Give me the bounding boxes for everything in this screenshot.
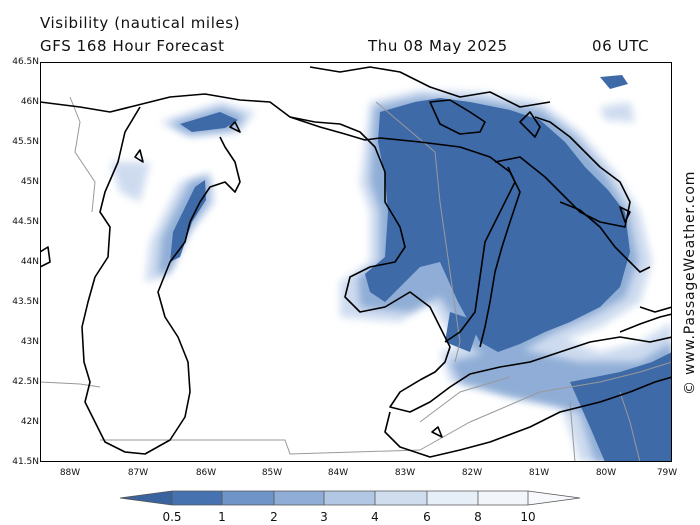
- lon-label: 81W: [528, 468, 550, 478]
- lon-label: 83W: [394, 468, 416, 478]
- lon-label: 86W: [195, 468, 217, 478]
- colorbar-segment: [427, 491, 478, 505]
- forecast-time: 06 UTC: [592, 37, 650, 55]
- lat-label: 45N: [20, 177, 39, 187]
- visibility-map: [40, 62, 672, 462]
- colorbar-label: 4: [371, 510, 379, 524]
- colorbar-cap-right: [528, 491, 580, 505]
- lon-label: 88W: [59, 468, 81, 478]
- colorbar-label: 1: [218, 510, 226, 524]
- lat-label: 41.5N: [12, 457, 39, 467]
- colorbar-segment: [172, 491, 222, 505]
- credit-text: © www.PassageWeather.com: [682, 170, 698, 395]
- colorbar-segment: [222, 491, 274, 505]
- lat-label: 45.5N: [12, 137, 39, 147]
- colorbar-label: 3: [320, 510, 328, 524]
- state-borders: [40, 96, 672, 462]
- lat-label: 43N: [20, 337, 39, 347]
- map-title: Visibility (nautical miles): [40, 14, 241, 32]
- lon-label: 79W: [656, 468, 678, 478]
- forecast-date: Thu 08 May 2025: [368, 37, 508, 55]
- colorbar-label: 6: [423, 510, 431, 524]
- colorbar-segment: [478, 491, 528, 505]
- colorbar-cap-left: [120, 491, 172, 505]
- colorbar-label: 0.5: [162, 510, 182, 524]
- lat-label: 42.5N: [12, 377, 39, 387]
- visibility-low: [170, 75, 672, 462]
- lat-label: 46.5N: [12, 57, 39, 67]
- lat-label: 42N: [20, 417, 39, 427]
- colorbar-segment: [324, 491, 375, 505]
- forecast-label: GFS 168 Hour Forecast: [40, 37, 225, 55]
- lat-label: 43.5N: [12, 297, 39, 307]
- lon-label: 85W: [261, 468, 283, 478]
- lat-label: 44.5N: [12, 217, 39, 227]
- lon-label: 80W: [595, 468, 617, 478]
- lon-label: 84W: [327, 468, 349, 478]
- lon-label: 82W: [461, 468, 483, 478]
- coastlines: [40, 66, 672, 458]
- colorbar-segment: [375, 491, 427, 505]
- colorbar-segment: [274, 491, 324, 505]
- lat-label: 46N: [20, 97, 39, 107]
- lat-label: 44N: [20, 257, 39, 267]
- colorbar-label: 2: [270, 510, 278, 524]
- colorbar-label: 8: [474, 510, 482, 524]
- colorbar-label: 10: [520, 510, 536, 524]
- lon-label: 87W: [127, 468, 149, 478]
